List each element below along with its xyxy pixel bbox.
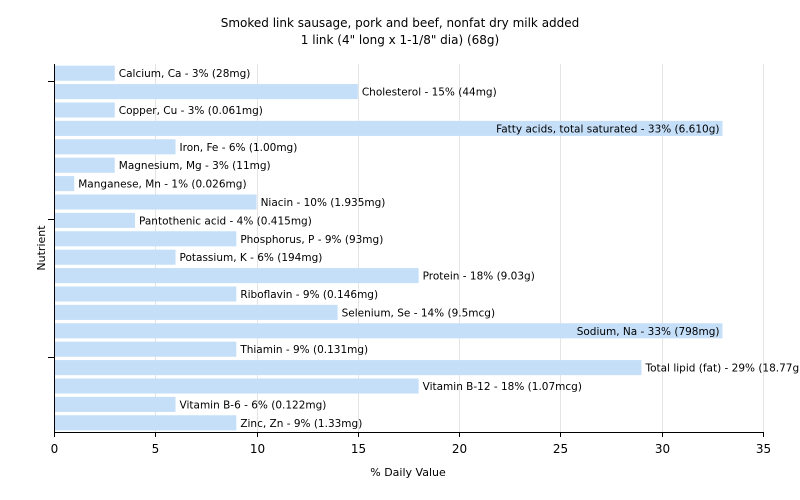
bar — [54, 231, 237, 247]
chart-title: Smoked link sausage, pork and beef, nonf… — [221, 16, 580, 30]
x-tick-label: 5 — [152, 442, 160, 456]
chart-subtitle: 1 link (4" long x 1-1/8" dia) (68g) — [301, 33, 499, 47]
bar-label: Cholesterol - 15% (44mg) — [362, 87, 497, 99]
bar-label: Riboflavin - 9% (0.146mg) — [240, 289, 378, 301]
bar-label: Pantothenic acid - 4% (0.415mg) — [139, 215, 312, 227]
bar — [54, 84, 358, 100]
bar — [54, 286, 237, 302]
bar — [54, 102, 115, 118]
x-tick-label: 25 — [553, 442, 568, 456]
bar-label: Selenium, Se - 14% (9.5mcg) — [342, 307, 495, 319]
bar-label: Sodium, Na - 33% (798mg) — [577, 326, 720, 338]
bar-label: Magnesium, Mg - 3% (11mg) — [119, 160, 271, 172]
bar — [54, 194, 257, 210]
bar — [54, 120, 723, 136]
axis-layer: 0 5 10 15 20 25 30 35 — [48, 64, 771, 456]
bar-label: Calcium, Ca - 3% (28mg) — [119, 68, 251, 80]
bar-label: Niacin - 10% (1.935mg) — [261, 197, 386, 209]
bar-label: Vitamin B-12 - 18% (1.07mcg) — [423, 381, 582, 393]
x-tick-label: 0 — [51, 442, 59, 456]
bar-label: Potassium, K - 6% (194mg) — [180, 252, 323, 264]
bar-label: Zinc, Zn - 9% (1.33mg) — [240, 418, 362, 430]
x-tick-label: 10 — [250, 442, 265, 456]
bar — [54, 341, 237, 357]
x-axis-title: % Daily Value — [370, 466, 446, 479]
bar — [54, 176, 75, 192]
bar — [54, 139, 176, 155]
bar-layer: Calcium, Ca - 3% (28mg) Cholesterol - 15%… — [54, 65, 800, 431]
bar-label: Manganese, Mn - 1% (0.026mg) — [78, 179, 246, 191]
bar — [54, 212, 136, 228]
bar-label: Iron, Fe - 6% (1.00mg) — [180, 142, 298, 154]
bar — [54, 65, 115, 81]
bar — [54, 268, 419, 284]
bar-label: Phosphorus, P - 9% (93mg) — [240, 234, 383, 246]
bar-label: Copper, Cu - 3% (0.061mg) — [119, 105, 263, 117]
bar — [54, 415, 237, 431]
x-tick-label: 30 — [655, 442, 670, 456]
grid-layer — [155, 64, 764, 432]
bar — [54, 249, 176, 265]
bar-label: Thiamin - 9% (0.131mg) — [239, 344, 368, 356]
bar-label: Vitamin B-6 - 6% (0.122mg) — [180, 399, 327, 411]
bar-label: Protein - 18% (9.03g) — [423, 271, 535, 283]
bar-label: Fatty acids, total saturated - 33% (6.61… — [496, 123, 719, 135]
x-tick-label: 15 — [351, 442, 366, 456]
x-tick-label: 20 — [452, 442, 467, 456]
bar — [54, 157, 115, 173]
bar — [54, 323, 723, 339]
bar — [54, 396, 176, 412]
bar-label: Total lipid (fat) - 29% (18.77g) — [644, 363, 800, 375]
bar — [54, 378, 419, 394]
bar — [54, 304, 338, 320]
y-axis-title: Nutrient — [35, 225, 48, 271]
bar — [54, 360, 642, 376]
x-tick-label: 35 — [756, 442, 771, 456]
